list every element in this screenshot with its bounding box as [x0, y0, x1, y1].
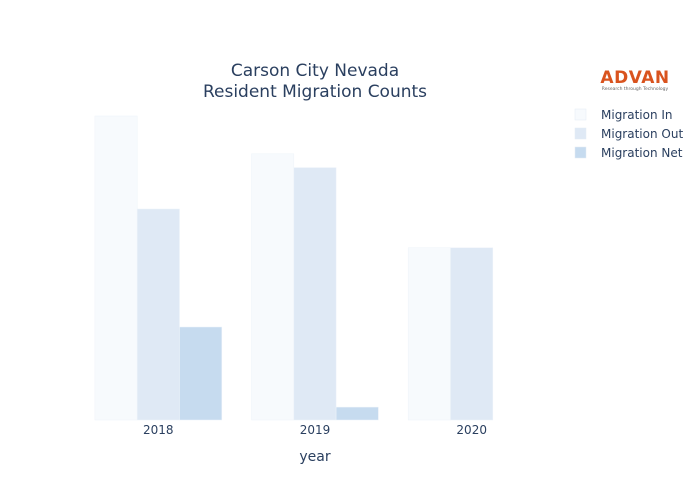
chart-title-line-1: Carson City Nevada [231, 61, 399, 81]
legend-label-migration-net[interactable]: Migration Net [601, 146, 683, 160]
legend-swatch-migration-out[interactable] [574, 127, 587, 140]
x-tick-label-2018: 2018 [143, 423, 174, 437]
bar-migration-out-2019 [293, 167, 337, 421]
chart-title-line-2: Resident Migration Counts [203, 82, 427, 102]
legend-label-migration-in[interactable]: Migration In [601, 108, 673, 122]
x-tick-labels: 2018 2019 2020 [143, 423, 487, 437]
legend-label-migration-out[interactable]: Migration Out [601, 127, 683, 141]
legend-swatch-migration-net[interactable] [574, 146, 587, 159]
x-axis-title: year [299, 449, 330, 465]
bar-migration-net-2018 [179, 326, 223, 421]
logo-wordmark: ADVAN [600, 68, 669, 88]
logo-tagline: Research through Technology [602, 86, 669, 92]
bar-migration-out-2018 [136, 208, 180, 421]
x-tick-label-2019: 2019 [300, 423, 331, 437]
bar-migration-out-2020 [450, 247, 494, 421]
x-tick-label-2020: 2020 [456, 423, 487, 437]
bar-migration-in-2020 [407, 247, 451, 421]
legend: Migration In Migration Out Migration Net [574, 108, 683, 160]
advan-logo: ADVAN Research through Technology [600, 68, 669, 92]
legend-swatch-migration-in[interactable] [574, 108, 587, 121]
bar-migration-net-2019 [335, 406, 379, 421]
bars-group [94, 115, 494, 421]
bar-migration-in-2018 [94, 115, 138, 421]
bar-migration-in-2019 [251, 153, 295, 421]
